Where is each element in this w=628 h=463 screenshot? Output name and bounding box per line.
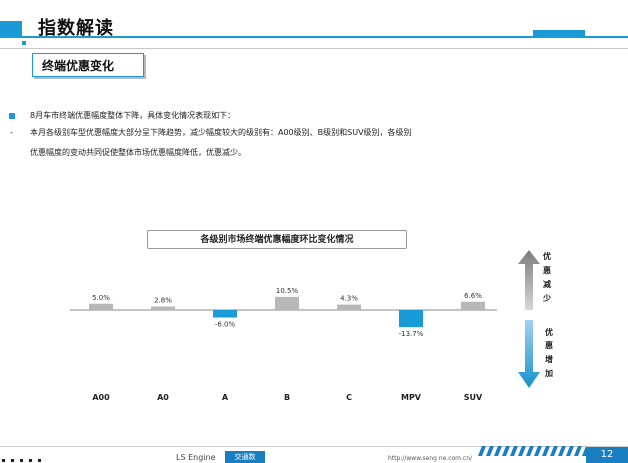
footer-logo: LS Engine (176, 453, 216, 462)
footer-stripes-decoration (478, 446, 586, 456)
bullet-text-2-line2: 优惠幅度的变动共同促使整体市场优惠幅度降低，优惠减少。 (30, 148, 246, 157)
bullet-square-icon (9, 113, 15, 119)
chart-bar-A0 (151, 306, 175, 310)
section-title: 终端优惠变化 (42, 59, 115, 73)
page-number: 12 (600, 449, 614, 460)
footer-logo-badge: 交通数 (225, 451, 265, 463)
legend-down-char-2: 惠 (545, 341, 553, 350)
chart-bar-A (213, 310, 237, 318)
legend-down-char-4: 加 (545, 369, 553, 378)
data-label-B: 10.5% (276, 287, 299, 295)
footer-stripe (566, 446, 574, 456)
category-label-A00: A00 (92, 393, 110, 402)
chart-title: 各级别市场终端优惠幅度环比变化情况 (200, 235, 354, 245)
legend-down-char-3: 增 (545, 355, 553, 364)
arrow-up-icon (518, 250, 540, 310)
data-label-MPV: -13.7% (399, 330, 424, 338)
footer-stripe (502, 446, 510, 456)
chart-title-box (147, 230, 407, 249)
footer-stripe (534, 446, 542, 456)
legend-up-char-3: 减 (543, 280, 551, 289)
dash-marker: - (10, 128, 13, 137)
legend-down-char-1: 优 (545, 328, 553, 337)
section-title-box (32, 53, 144, 77)
header-separator (0, 48, 628, 49)
footer-dot (2, 459, 5, 462)
bullet-text-2-line1: 本月各级别车型优惠幅度大部分呈下降趋势，减少幅度较大的级别有：A00级别、B级别… (30, 128, 412, 137)
footer-stripe (558, 446, 566, 456)
footer-url: http://www.seng ne.com.cn/ (388, 455, 473, 462)
category-label-C: C (346, 393, 352, 402)
category-label-B: B (284, 393, 290, 402)
footer-stripe (550, 446, 558, 456)
category-label-A: A (222, 393, 229, 402)
category-label-MPV: MPV (401, 393, 422, 402)
footer-stripe (518, 446, 526, 456)
footer-stripe (526, 446, 534, 456)
data-label-A: -6.0% (215, 321, 236, 329)
data-label-C: 4.3% (340, 295, 358, 303)
data-label-SUV: 6.6% (464, 292, 482, 300)
bullet-text-1: 8月车市终端优惠幅度整体下降，具体变化情况表现如下： (30, 111, 236, 120)
chart-bar-C (337, 304, 361, 310)
chart-bar-B (275, 296, 299, 310)
footer-stripe (510, 446, 518, 456)
page-title: 指数解读 (38, 18, 114, 39)
chart-bar-MPV (399, 310, 423, 328)
legend-up-char-1: 优 (543, 252, 551, 261)
footer-dot (11, 459, 14, 462)
footer-divider (0, 446, 628, 447)
header-divider (0, 36, 628, 38)
chart-bar-A00 (89, 303, 113, 310)
footer-stripe (478, 446, 486, 456)
data-label-A00: 5.0% (92, 294, 110, 302)
page-number-box (586, 447, 628, 463)
chart-bar-SUV (461, 301, 485, 310)
footer-dot (29, 459, 32, 462)
footer-stripe (542, 446, 550, 456)
category-label-SUV: SUV (464, 393, 483, 402)
footer-dot (20, 459, 23, 462)
footer-stripe (582, 446, 586, 456)
corner-marker (22, 41, 26, 45)
data-label-A0: 2.8% (154, 297, 172, 305)
arrow-down-icon (518, 320, 540, 388)
bar-chart: 5.0% A00 2.8% A0 -6.0% A 10.5% B 4.3% C -13.7% MPV 6… (70, 287, 497, 402)
category-label-A0: A0 (157, 393, 169, 402)
footer-dot (38, 459, 41, 462)
legend-up-char-4: 少 (543, 294, 551, 303)
footer-stripe (494, 446, 502, 456)
footer-stripe (486, 446, 494, 456)
trend-arrows (518, 250, 540, 388)
legend-up-char-2: 惠 (543, 266, 551, 275)
header-accent-bar (533, 30, 585, 38)
footer-stripe (574, 446, 582, 456)
header-accent-block (0, 21, 22, 37)
